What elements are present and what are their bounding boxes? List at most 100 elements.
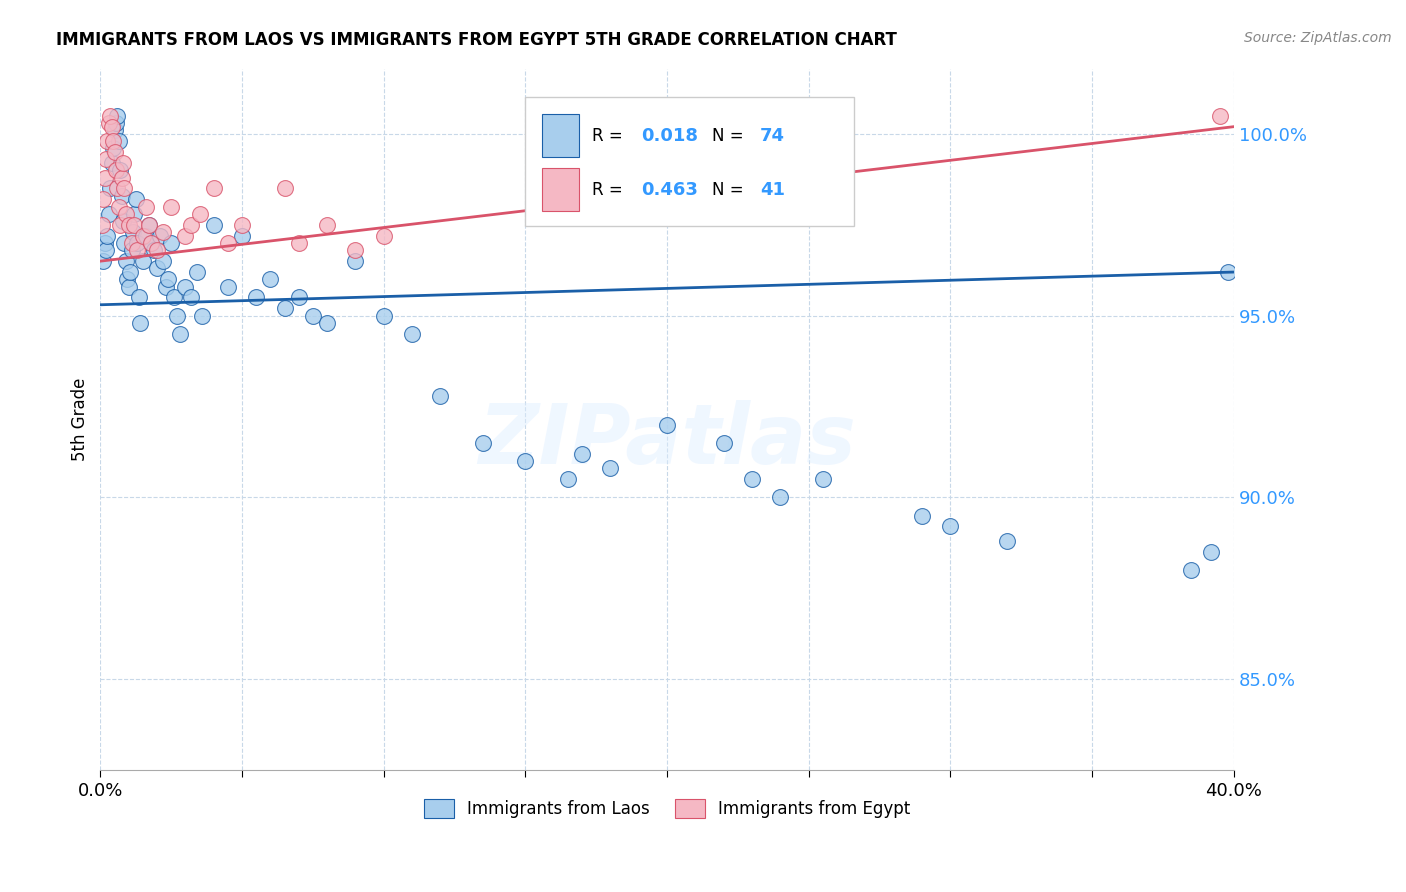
Point xyxy=(811,472,834,486)
Point xyxy=(995,534,1018,549)
Point xyxy=(287,235,309,250)
Point xyxy=(105,109,128,123)
Point xyxy=(231,228,253,243)
Point xyxy=(163,291,186,305)
Point xyxy=(655,417,678,432)
Point xyxy=(90,218,112,232)
Point xyxy=(911,508,934,523)
Point xyxy=(316,316,339,330)
Point xyxy=(104,163,127,178)
Point xyxy=(1180,563,1202,577)
Point xyxy=(110,188,132,202)
Point xyxy=(94,153,117,167)
Text: N =: N = xyxy=(713,180,749,199)
Point xyxy=(174,228,197,243)
Point xyxy=(373,309,395,323)
Text: R =: R = xyxy=(592,127,628,145)
Point xyxy=(1199,545,1222,559)
Point xyxy=(97,116,120,130)
Point xyxy=(101,134,124,148)
Text: 0.018: 0.018 xyxy=(641,127,697,145)
Point xyxy=(152,225,174,239)
Text: 0.463: 0.463 xyxy=(641,180,697,199)
Point xyxy=(143,244,166,258)
Point xyxy=(138,218,160,232)
Point xyxy=(129,316,152,330)
Point xyxy=(128,291,150,305)
Point xyxy=(155,279,177,293)
Point xyxy=(105,181,128,195)
Point xyxy=(149,228,172,243)
Point xyxy=(111,214,134,228)
Point xyxy=(111,156,134,170)
Point xyxy=(124,207,146,221)
FancyBboxPatch shape xyxy=(526,96,853,227)
Point xyxy=(121,244,143,258)
Point xyxy=(125,193,148,207)
Point xyxy=(114,181,136,195)
Text: Source: ZipAtlas.com: Source: ZipAtlas.com xyxy=(1244,31,1392,45)
Point xyxy=(157,272,180,286)
Point xyxy=(160,200,183,214)
Point xyxy=(316,218,339,232)
Point xyxy=(599,461,621,475)
Point xyxy=(471,436,494,450)
Text: IMMIGRANTS FROM LAOS VS IMMIGRANTS FROM EGYPT 5TH GRADE CORRELATION CHART: IMMIGRANTS FROM LAOS VS IMMIGRANTS FROM … xyxy=(56,31,897,49)
Point xyxy=(273,181,295,195)
Point xyxy=(118,279,141,293)
Point xyxy=(100,120,122,134)
Point xyxy=(245,291,267,305)
Point xyxy=(124,218,146,232)
Point xyxy=(108,218,131,232)
Point xyxy=(127,244,149,258)
Y-axis label: 5th Grade: 5th Grade xyxy=(72,377,89,461)
Point xyxy=(273,301,295,316)
Point xyxy=(135,200,157,214)
Point xyxy=(103,145,125,160)
Point xyxy=(115,254,138,268)
Point xyxy=(122,225,145,239)
Point xyxy=(146,244,169,258)
Point xyxy=(100,156,122,170)
Point xyxy=(1208,109,1230,123)
Point xyxy=(101,141,124,155)
Point xyxy=(515,454,537,468)
Point xyxy=(401,326,423,341)
Point xyxy=(98,109,121,123)
Point xyxy=(132,228,155,243)
Point xyxy=(344,244,367,258)
Point xyxy=(135,228,157,243)
Point xyxy=(160,235,183,250)
Point xyxy=(94,244,117,258)
Point xyxy=(96,134,118,148)
Point xyxy=(98,181,121,195)
FancyBboxPatch shape xyxy=(543,114,579,157)
Point xyxy=(557,472,579,486)
Point xyxy=(97,207,120,221)
Point xyxy=(132,254,155,268)
Point xyxy=(939,519,962,533)
Point xyxy=(231,218,253,232)
Point xyxy=(373,228,395,243)
Point xyxy=(91,193,114,207)
Point xyxy=(180,218,202,232)
Point xyxy=(259,272,281,286)
Text: R =: R = xyxy=(592,180,628,199)
Point xyxy=(127,235,149,250)
Point xyxy=(115,207,138,221)
Point xyxy=(110,170,132,185)
Point xyxy=(107,134,129,148)
Point xyxy=(1216,265,1239,279)
FancyBboxPatch shape xyxy=(543,169,579,211)
Point xyxy=(188,207,211,221)
Point xyxy=(117,272,139,286)
Point xyxy=(121,235,143,250)
Point xyxy=(287,291,309,305)
Point xyxy=(174,279,197,293)
Point xyxy=(741,472,763,486)
Point xyxy=(202,218,225,232)
Point xyxy=(344,254,367,268)
Point xyxy=(180,291,202,305)
Point xyxy=(108,163,131,178)
Legend: Immigrants from Laos, Immigrants from Egypt: Immigrants from Laos, Immigrants from Eg… xyxy=(418,792,917,825)
